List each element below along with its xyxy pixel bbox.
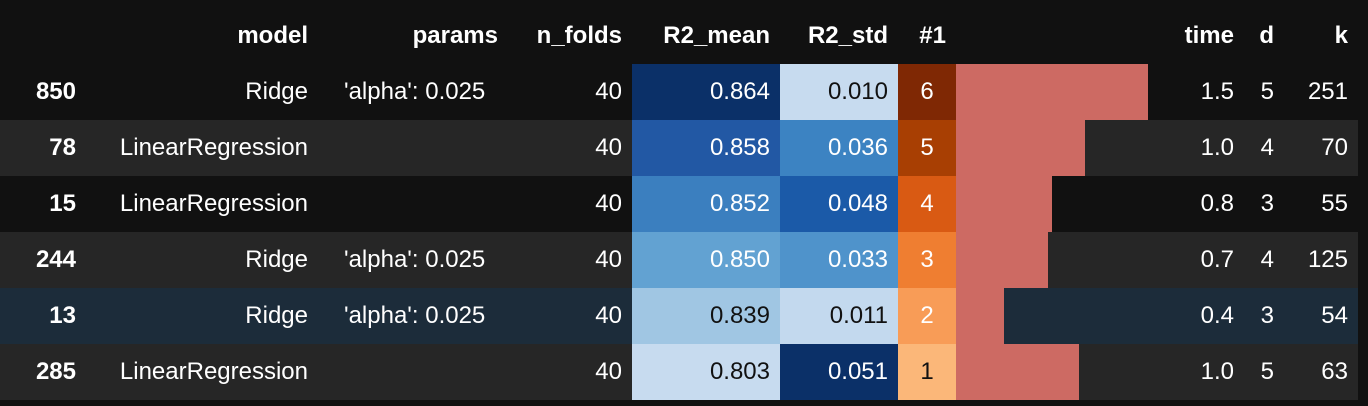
params-cell: 'alpha': 0.025 xyxy=(344,246,486,273)
r2-mean-cell: 0.864 xyxy=(632,64,780,120)
table-row: 244 Ridge 'alpha': 0.025 40 0.850 0.033 … xyxy=(0,232,1358,288)
params-cell: 'alpha': 0.025 xyxy=(344,78,486,105)
n-folds-cell: 40 xyxy=(595,246,622,273)
time-bar xyxy=(956,344,1079,400)
r2-mean-cell: 0.852 xyxy=(632,176,780,232)
n-folds-cell: 40 xyxy=(595,302,622,329)
rank-cell: 5 xyxy=(898,120,956,176)
d-cell: 5 xyxy=(1260,358,1274,385)
n-folds-cell: 40 xyxy=(595,134,622,161)
row-index: 15 xyxy=(49,190,76,217)
params-cell xyxy=(318,344,508,400)
time-cell: 0.4 xyxy=(1200,302,1234,329)
table-row: 285 LinearRegression 40 0.803 0.051 1 1.… xyxy=(0,344,1358,400)
time-bar xyxy=(956,64,1148,120)
row-index: 78 xyxy=(49,134,76,161)
bar-header xyxy=(956,8,1148,64)
time-cell: 1.0 xyxy=(1200,358,1234,385)
results-table: model params n_folds R2_mean R2_std #1 t… xyxy=(0,8,1358,400)
rank-cell: 6 xyxy=(898,64,956,120)
r2-std-cell: 0.010 xyxy=(780,64,898,120)
k-cell: 70 xyxy=(1321,134,1348,161)
k-cell: 54 xyxy=(1321,302,1348,329)
time-bar xyxy=(956,120,1085,176)
time-cell: 1.0 xyxy=(1200,134,1234,161)
row-index: 285 xyxy=(35,358,76,385)
table-row: 850 Ridge 'alpha': 0.025 40 0.864 0.010 … xyxy=(0,64,1358,120)
k-cell: 125 xyxy=(1307,246,1348,273)
k-cell: 63 xyxy=(1321,358,1348,385)
model-cell: LinearRegression xyxy=(119,358,308,385)
time-bar xyxy=(956,176,1052,232)
model-cell: Ridge xyxy=(245,246,308,273)
rank-cell: 2 xyxy=(898,288,956,344)
r2-std-cell: 0.051 xyxy=(780,344,898,400)
params-cell xyxy=(318,120,508,176)
r2-std-header: R2_std xyxy=(780,8,898,64)
n-folds-cell: 40 xyxy=(595,190,622,217)
r2-mean-cell: 0.839 xyxy=(632,288,780,344)
model-cell: Ridge xyxy=(245,302,308,329)
r2-std-cell: 0.048 xyxy=(780,176,898,232)
model-cell: Ridge xyxy=(245,78,308,105)
rank-cell: 1 xyxy=(898,344,956,400)
params-cell xyxy=(318,176,508,232)
r2-std-cell: 0.036 xyxy=(780,120,898,176)
time-cell: 1.5 xyxy=(1200,78,1234,105)
rank-cell: 4 xyxy=(898,176,956,232)
time-cell: 0.8 xyxy=(1200,190,1234,217)
r2-mean-cell: 0.850 xyxy=(632,232,780,288)
rank-header: #1 xyxy=(898,8,956,64)
rank-cell: 3 xyxy=(898,232,956,288)
r2-mean-cell: 0.858 xyxy=(632,120,780,176)
table-row: 15 LinearRegression 40 0.852 0.048 4 0.8… xyxy=(0,176,1358,232)
d-cell: 4 xyxy=(1260,246,1274,273)
k-header: k xyxy=(1284,8,1358,64)
d-cell: 5 xyxy=(1260,78,1274,105)
d-header: d xyxy=(1244,8,1284,64)
d-cell: 3 xyxy=(1260,190,1274,217)
index-header xyxy=(0,8,86,64)
time-bar-cell xyxy=(956,120,1148,176)
k-cell: 251 xyxy=(1307,78,1348,105)
params-header: params xyxy=(318,8,508,64)
n-folds-cell: 40 xyxy=(595,78,622,105)
table-row-hovered: 13 Ridge 'alpha': 0.025 40 0.839 0.011 2… xyxy=(0,288,1358,344)
n-folds-cell: 40 xyxy=(595,358,622,385)
header-row: model params n_folds R2_mean R2_std #1 t… xyxy=(0,8,1358,64)
d-cell: 4 xyxy=(1260,134,1274,161)
time-bar-cell xyxy=(956,176,1148,232)
time-header: time xyxy=(1148,8,1244,64)
time-bar xyxy=(956,232,1049,288)
time-cell: 0.7 xyxy=(1200,246,1234,273)
r2-mean-header: R2_mean xyxy=(632,8,780,64)
time-bar-cell xyxy=(956,64,1148,120)
time-bar xyxy=(956,288,1004,344)
d-cell: 3 xyxy=(1260,302,1274,329)
model-cell: LinearRegression xyxy=(119,190,308,217)
time-bar-cell xyxy=(956,288,1148,344)
r2-mean-cell: 0.803 xyxy=(632,344,780,400)
r2-std-cell: 0.033 xyxy=(780,232,898,288)
table-row: 78 LinearRegression 40 0.858 0.036 5 1.0… xyxy=(0,120,1358,176)
model-header: model xyxy=(86,8,318,64)
r2-std-cell: 0.011 xyxy=(780,288,898,344)
row-index: 13 xyxy=(49,302,76,329)
row-index: 244 xyxy=(35,246,76,273)
row-index: 850 xyxy=(35,78,76,105)
time-bar-cell xyxy=(956,344,1148,400)
k-cell: 55 xyxy=(1321,190,1348,217)
time-bar-cell xyxy=(956,232,1148,288)
params-cell: 'alpha': 0.025 xyxy=(344,302,486,329)
n-folds-header: n_folds xyxy=(508,8,632,64)
model-cell: LinearRegression xyxy=(119,134,308,161)
